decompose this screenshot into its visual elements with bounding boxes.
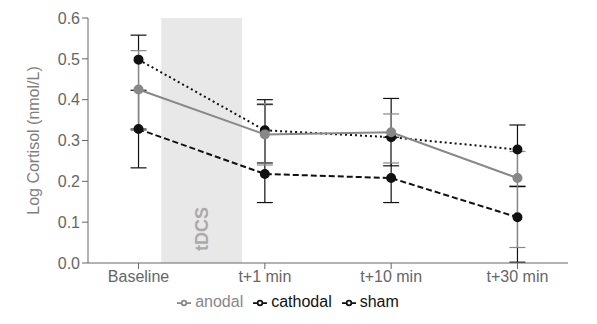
svg-text:0.5: 0.5 bbox=[58, 51, 80, 68]
svg-text:0.6: 0.6 bbox=[58, 10, 80, 27]
html-text:anodal: anodal bbox=[195, 293, 244, 310]
svg-text:0.2: 0.2 bbox=[58, 173, 80, 190]
svg-text:t+1 min: t+1 min bbox=[238, 268, 291, 285]
html-text:sham: sham bbox=[359, 293, 399, 310]
svg-text:t+30 min: t+30 min bbox=[487, 268, 549, 285]
html-text:cathodal: cathodal bbox=[271, 293, 332, 310]
svg-text:Log Cortisol (nmol/L): Log Cortisol (nmol/L) bbox=[25, 66, 42, 215]
svg-text:Baseline: Baseline bbox=[108, 268, 169, 285]
svg-text:0.3: 0.3 bbox=[58, 132, 80, 149]
svg-text:0.4: 0.4 bbox=[58, 91, 80, 108]
svg-text:0.0: 0.0 bbox=[58, 255, 80, 272]
svg-text:0.1: 0.1 bbox=[58, 214, 80, 231]
svg-text:t+10 min: t+10 min bbox=[360, 268, 422, 285]
svg-text:tDCS: tDCS bbox=[192, 207, 212, 251]
